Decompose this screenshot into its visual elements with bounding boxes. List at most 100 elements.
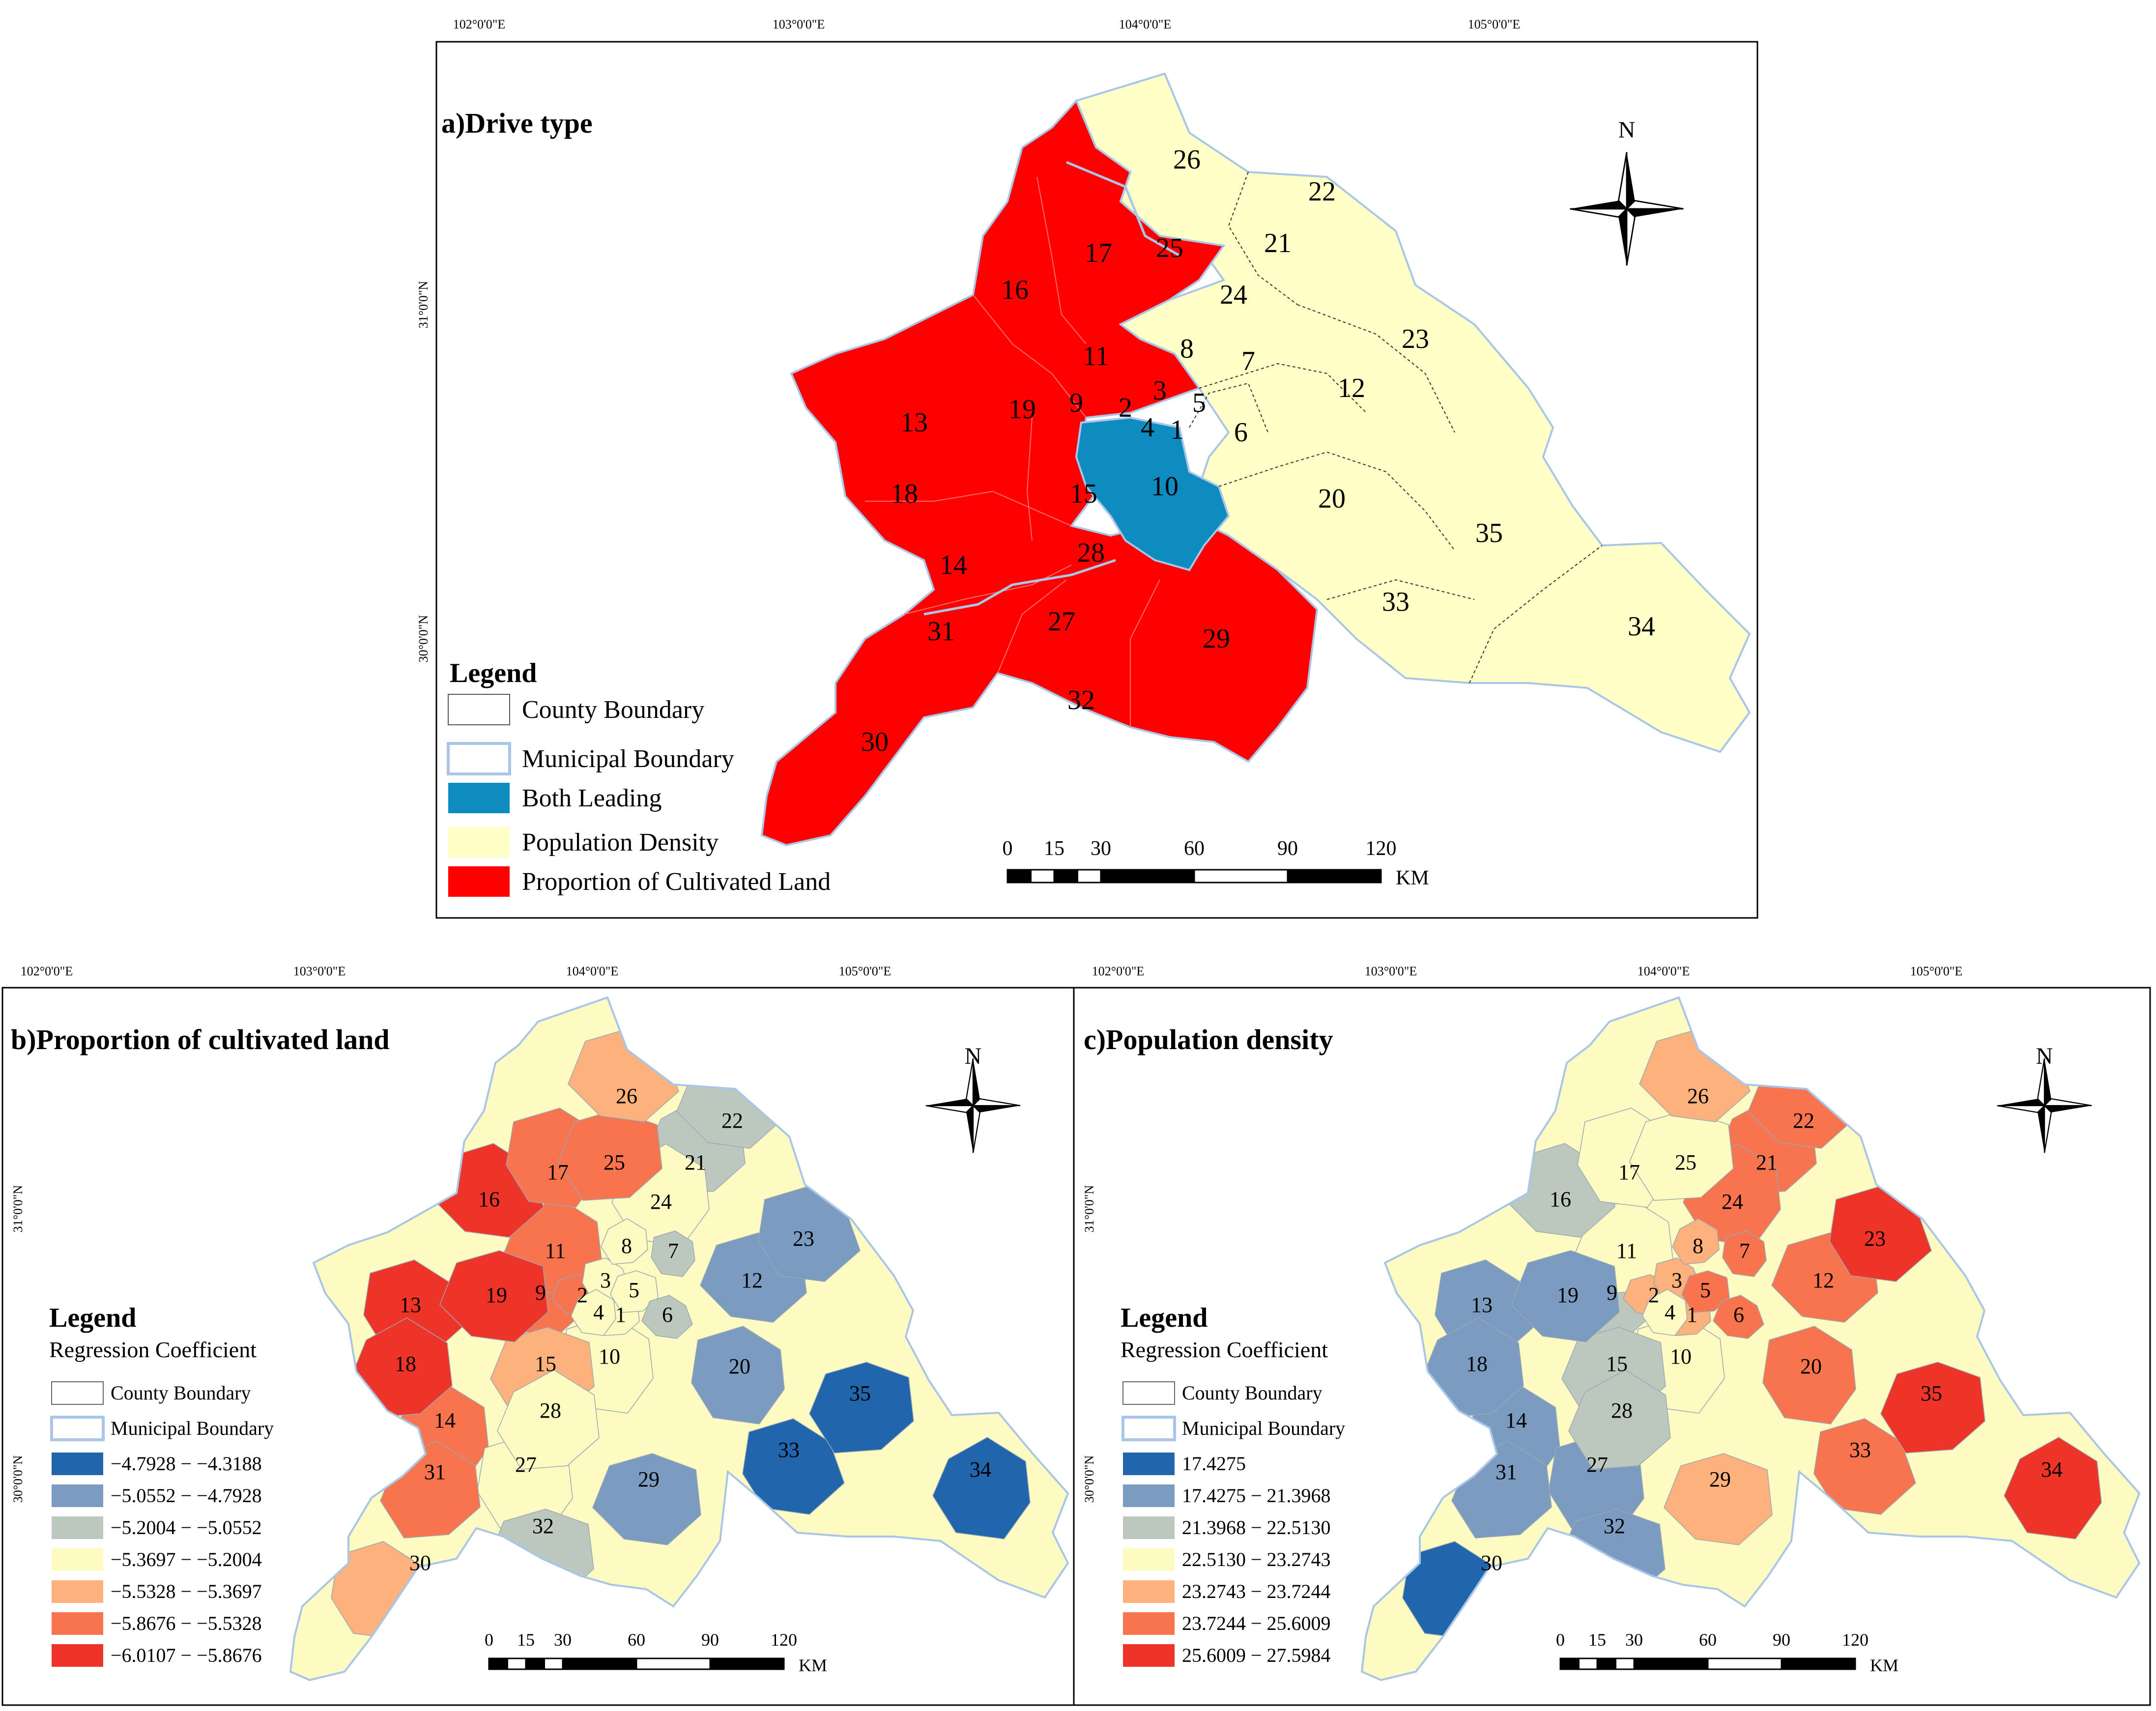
- legend-swatch: [448, 866, 510, 897]
- legend-swatch: [1123, 1580, 1175, 1603]
- county-label-29: 29: [1709, 1467, 1731, 1491]
- county-label-29: 29: [638, 1467, 660, 1491]
- county-7: [651, 1230, 695, 1277]
- legend-label: County Boundary: [111, 1382, 251, 1404]
- north-arrow-icon: [1569, 151, 1684, 266]
- legend-label: −5.2004 − −5.0552: [111, 1516, 262, 1539]
- county-label-24: 24: [1722, 1190, 1743, 1214]
- county-label-3: 3: [1671, 1268, 1682, 1292]
- legend-title: Legend: [1121, 1303, 1207, 1333]
- scale-tick-label: 120: [1842, 1630, 1869, 1650]
- county-19: [1511, 1250, 1620, 1342]
- north-label: N: [2036, 1043, 2053, 1069]
- county-label-19: 19: [1557, 1283, 1579, 1307]
- panel-c-county-labels: 1234567891011121314151617181920212223242…: [1466, 1084, 2063, 1575]
- scale-tick-label: 30: [1091, 837, 1111, 860]
- legend-label: County Boundary: [1182, 1382, 1322, 1404]
- panel-a-legend: Legend County Boundary Municipal Boundary…: [447, 658, 831, 897]
- scale-segment: [525, 1657, 545, 1670]
- county-label-14: 14: [1505, 1408, 1527, 1432]
- scale-segment: [1100, 869, 1195, 884]
- county-18: [350, 1317, 453, 1418]
- legend-title: Legend: [49, 1303, 136, 1333]
- lat-label-31: 31°0'0"N: [416, 281, 431, 329]
- scale-tick-label: 60: [628, 1630, 645, 1650]
- legend-label: −4.7928 − −4.3188: [111, 1453, 262, 1475]
- panel-a: 102°0'0"E 103°0'0"E 104°0'0"E 105°0'0"E …: [416, 17, 1758, 919]
- county-label-5: 5: [629, 1278, 639, 1302]
- legend-swatch: [1122, 1381, 1175, 1405]
- county-label-20: 20: [729, 1354, 750, 1378]
- county-label-19: 19: [486, 1283, 507, 1307]
- county-label-31: 31: [424, 1460, 446, 1484]
- county-label-10: 10: [599, 1344, 620, 1369]
- region-both-leading: [1075, 416, 1230, 571]
- legend-label: −5.0552 − −4.7928: [111, 1484, 262, 1507]
- north-label: N: [1618, 117, 1636, 143]
- county-label-24: 24: [1220, 280, 1247, 310]
- lon-label-105: 105°0'0"E: [1468, 17, 1521, 31]
- scale-segment: [1633, 1657, 1709, 1670]
- scale-tick-label: 30: [1625, 1630, 1643, 1650]
- legend-swatch: [51, 1381, 104, 1405]
- county-label-9: 9: [1069, 388, 1083, 418]
- cultivated-county-boundaries: [865, 176, 1160, 727]
- county-label-18: 18: [1466, 1352, 1488, 1376]
- county-label-16: 16: [1550, 1187, 1571, 1211]
- legend-swatch: [52, 1580, 103, 1603]
- county-label-27: 27: [1586, 1453, 1608, 1477]
- county-34: [932, 1437, 1031, 1540]
- legend-label: 23.2743 − 23.7244: [1182, 1580, 1331, 1602]
- county-label-32: 32: [1604, 1514, 1625, 1538]
- county-label-4: 4: [1141, 412, 1154, 443]
- scale-unit: KM: [1870, 1655, 1898, 1675]
- legend-swatch: [1123, 1453, 1175, 1475]
- legend-items-a: County Boundary Municipal Boundary Both Le…: [447, 694, 831, 897]
- county-label-2: 2: [1648, 1283, 1659, 1307]
- county-28: [1568, 1369, 1671, 1470]
- county-label-33: 33: [1849, 1438, 1871, 1462]
- panel-b-map: [289, 996, 1069, 1682]
- municipal-boundary-a: [923, 161, 1180, 616]
- lon-label-102: 102°0'0"E: [1092, 964, 1145, 978]
- legend-swatch: [52, 1548, 103, 1571]
- scale-segment: [562, 1657, 637, 1670]
- panel-b-legend: Legend Regression Coefficient County Bound…: [49, 1303, 274, 1667]
- scale-segment: [709, 1657, 785, 1670]
- county-label-15: 15: [1606, 1352, 1628, 1376]
- county-label-30: 30: [861, 727, 889, 757]
- county-5: [1681, 1270, 1730, 1313]
- county-label-22: 22: [1793, 1109, 1814, 1133]
- north-arrow-icon: [925, 1057, 1021, 1154]
- scale-segment: [1077, 869, 1102, 884]
- panel-b: 102°0'0"E 103°0'0"E 104°0'0"E 105°0'0"E …: [1, 964, 1075, 1706]
- county-label-1: 1: [615, 1303, 626, 1327]
- lat-label-30: 30°0'0"N: [416, 615, 431, 663]
- county-29: [592, 1453, 701, 1545]
- scale-segment: [1559, 1657, 1580, 1670]
- county-28: [497, 1369, 600, 1470]
- legend-swatch: [52, 1644, 103, 1667]
- legend-label: Population Density: [522, 828, 719, 856]
- county-18: [1421, 1317, 1524, 1418]
- county-label-33: 33: [778, 1438, 800, 1462]
- scale-tick-label: 0: [1556, 1630, 1565, 1650]
- legend-label: 17.4275: [1182, 1453, 1246, 1475]
- legend-label: −5.8676 − −5.5328: [111, 1612, 262, 1634]
- north-arrow-icon: [1996, 1057, 2093, 1154]
- panel-a-title: a)Drive type: [441, 107, 593, 139]
- county-label-31: 31: [1495, 1460, 1517, 1484]
- panel-b-title: b)Proportion of cultivated land: [11, 1024, 390, 1055]
- scale-segment: [1193, 869, 1289, 884]
- county-25: [558, 1110, 662, 1201]
- legend-label: 25.6009 − 27.5984: [1182, 1644, 1331, 1666]
- county-label-30: 30: [1481, 1551, 1502, 1575]
- panel-c-legend: Legend Regression Coefficient County Bound…: [1121, 1303, 1345, 1667]
- scale-tick-label: 90: [701, 1630, 719, 1650]
- lon-label-103: 103°0'0"E: [1365, 964, 1417, 978]
- legend-swatch: [1123, 1548, 1175, 1571]
- lat-label-30: 30°0'0"N: [1082, 1455, 1096, 1503]
- county-label-6: 6: [1733, 1303, 1744, 1327]
- county-label-15: 15: [535, 1352, 556, 1376]
